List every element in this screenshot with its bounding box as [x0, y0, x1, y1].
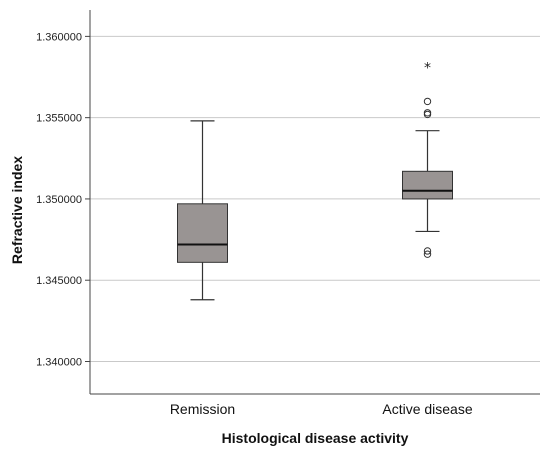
outlier-point [423, 250, 432, 258]
gridlines [90, 35, 540, 362]
y-tick-label: 1.345000 [36, 275, 82, 287]
y-tick-labels: 1.340000 1.345000 1.350000 1.355000 1.360000 [36, 31, 82, 368]
iqr-box [177, 203, 228, 263]
outlier-point [423, 247, 432, 255]
axes [85, 10, 540, 395]
iqr-box [402, 170, 453, 200]
outlier-point [423, 110, 432, 119]
y-tick-label: 1.350000 [36, 194, 82, 206]
box-remission [177, 120, 228, 301]
x-category-label: Active disease [382, 401, 472, 417]
x-category-labels: Remission Active disease [170, 401, 473, 417]
outlier-point [423, 97, 432, 106]
boxes: * [177, 60, 453, 301]
extreme-point: * [424, 60, 431, 76]
box-active-disease: * [402, 60, 453, 258]
x-category-label: Remission [170, 401, 235, 417]
y-tick-label: 1.355000 [36, 113, 82, 125]
y-tick-label: 1.360000 [36, 31, 82, 43]
y-axis-title: Refractive index [9, 156, 25, 264]
y-tick-label: 1.340000 [36, 356, 82, 368]
x-axis-title: Histological disease activity [222, 430, 409, 446]
